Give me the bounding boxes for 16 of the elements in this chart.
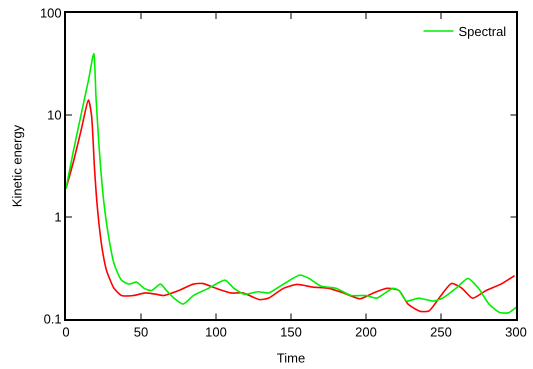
y-tick-label: 0.1: [44, 312, 62, 327]
line-series: [66, 99, 516, 312]
x-tick-label: 150: [280, 324, 302, 340]
legend-label: Spectral: [458, 24, 506, 40]
x-axis-title: Time: [276, 350, 306, 366]
x-tick-label: 200: [355, 324, 377, 340]
y-axis-title: Kinetic energy: [9, 124, 24, 208]
x-tick-label: 300: [505, 324, 527, 340]
x-tick-label: 50: [134, 324, 148, 340]
x-tick-label: 100: [205, 324, 227, 340]
y-tick-label: 1: [54, 210, 62, 225]
x-tick-label: 0: [62, 324, 70, 340]
x-tick-label: 250: [430, 324, 452, 340]
y-tick-label: 10: [47, 108, 62, 123]
line-series: [66, 52, 516, 314]
y-tick-label: 100: [40, 6, 62, 21]
